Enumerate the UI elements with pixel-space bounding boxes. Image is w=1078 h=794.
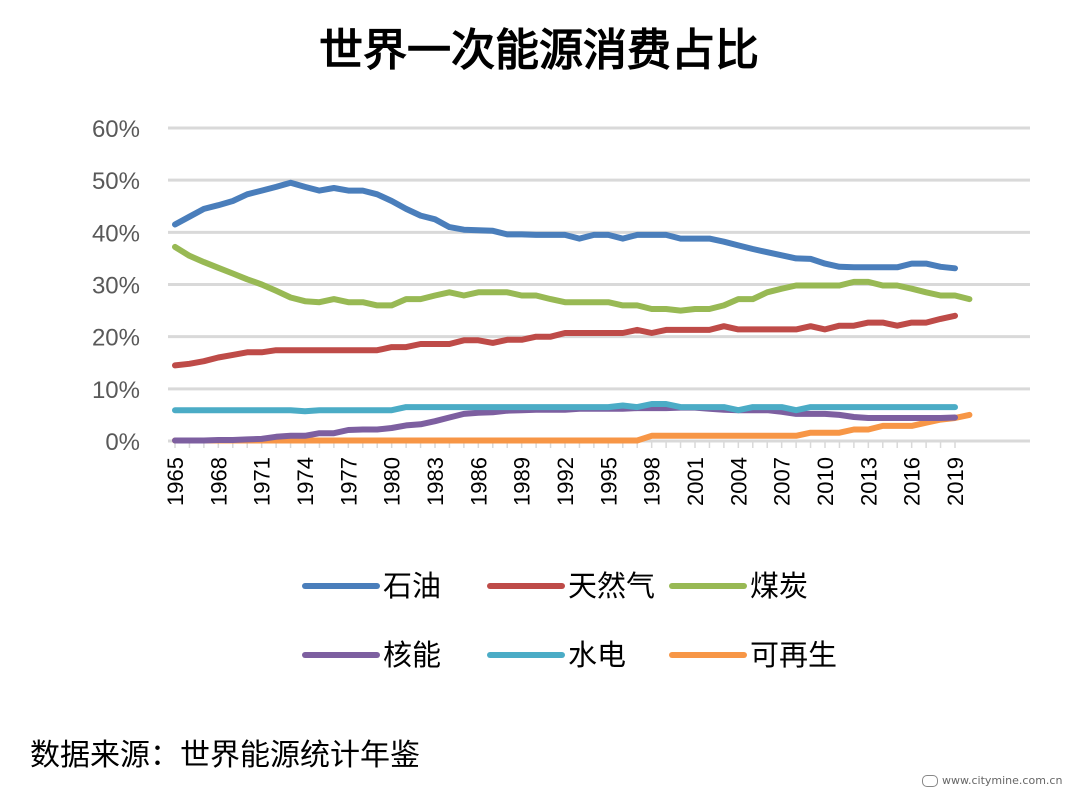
x-tick-label: 1989	[510, 457, 535, 506]
x-tick-label: 1968	[206, 457, 231, 506]
series-line-4	[172, 401, 958, 415]
x-tick-label: 2010	[813, 457, 838, 506]
x-tick-label: 1992	[553, 457, 578, 506]
y-tick-label: 30%	[92, 273, 140, 300]
series-line-5	[172, 411, 973, 444]
x-tick-label: 1977	[336, 457, 361, 506]
legend-label: 石油	[383, 569, 441, 603]
y-tick-label: 40%	[92, 220, 140, 247]
x-tick-label: 2004	[726, 457, 751, 506]
legend-label: 可再生	[750, 638, 837, 672]
x-tick-label: 2001	[683, 457, 708, 506]
y-tick-label: 0%	[105, 429, 140, 456]
x-tick-label: 1983	[423, 457, 448, 506]
series-line-2	[172, 243, 973, 314]
x-tick-label: 1965	[163, 457, 188, 506]
legend-label: 核能	[383, 638, 441, 672]
y-axis-ticks: 0% 10% 20% 30% 40% 50% 60%	[92, 116, 140, 456]
x-tick-label: 1995	[596, 457, 621, 506]
citymine-logo-icon	[922, 775, 938, 787]
x-tick-label: 2019	[943, 457, 968, 506]
y-tick-label: 20%	[92, 325, 140, 352]
x-tick-label: 2007	[770, 457, 795, 506]
x-tick-label: 2013	[856, 457, 881, 506]
x-tick-label: 2016	[900, 457, 925, 506]
x-axis-ticks: 1965 1968 1971 1974 1977 1980 1983 1986 1989 1992…	[163, 457, 968, 506]
series-line-1	[172, 312, 958, 369]
legend-label: 煤炭	[750, 569, 808, 603]
x-tick-label: 1974	[293, 457, 318, 506]
watermark-text: www.citymine.com.cn	[942, 774, 1063, 787]
series-line-0	[172, 179, 958, 272]
watermark: www.citymine.com.cn	[922, 774, 1062, 787]
legend-label: 水电	[568, 638, 626, 672]
chart-title: 世界一次能源消费占比	[319, 25, 759, 76]
data-source-note: 数据来源：世界能源统计年鉴	[30, 738, 420, 773]
x-tick-label: 1971	[250, 457, 275, 506]
y-tick-label: 50%	[92, 168, 140, 195]
y-tick-label: 60%	[92, 116, 140, 143]
x-tick-label: 1986	[466, 457, 491, 506]
x-tick-label: 1980	[380, 457, 405, 506]
x-tick-label: 1998	[640, 457, 665, 506]
legend-label: 天然气	[568, 569, 655, 603]
y-tick-label: 10%	[92, 377, 140, 404]
series-lines	[172, 179, 973, 444]
